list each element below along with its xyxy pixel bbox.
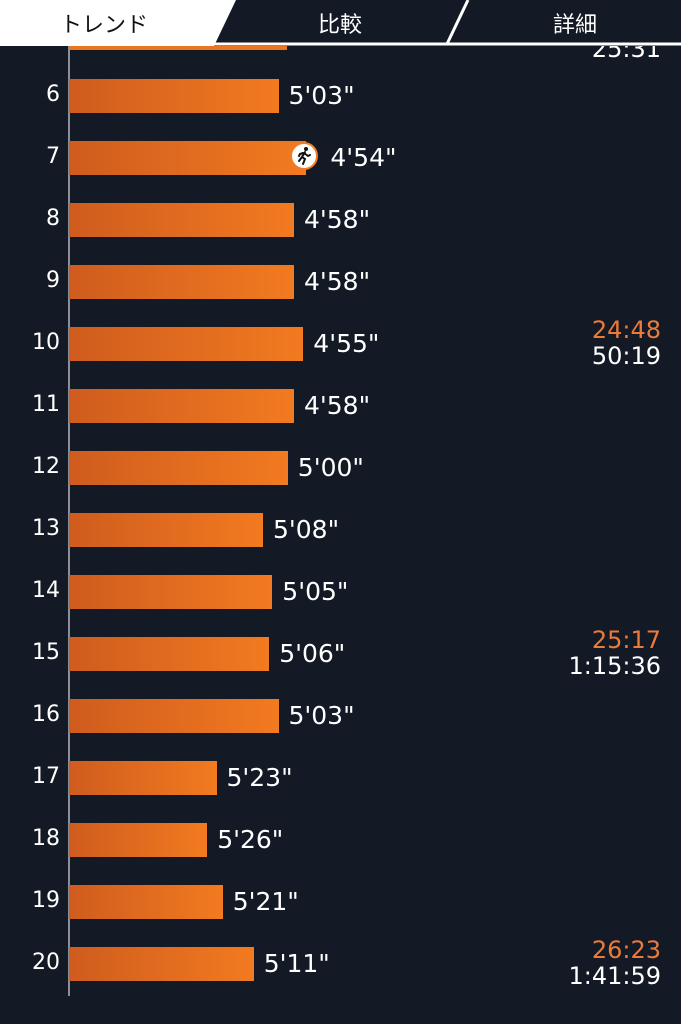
pace-bar	[69, 947, 254, 981]
lap-number: 10	[32, 330, 60, 355]
pace-label: 5'23"	[226, 763, 293, 792]
split-time: 24:48	[591, 316, 661, 344]
split-time: 26:23	[591, 936, 661, 964]
pace-bar	[69, 79, 279, 113]
pace-bar	[69, 823, 208, 857]
pace-label: 4'54"	[330, 143, 397, 172]
pace-bar	[69, 575, 273, 609]
lap-number: 8	[46, 206, 60, 231]
tab-bar	[0, 0, 681, 46]
pace-label: 5'03"	[288, 701, 355, 730]
split-time: 25:17	[591, 626, 661, 654]
pace-label: 4'58"	[304, 391, 371, 420]
lap-number: 9	[46, 268, 60, 293]
tab[interactable]: トレンド	[60, 13, 149, 38]
lap-number: 11	[32, 392, 60, 417]
split-block: 25:17 1:15:36	[568, 627, 661, 679]
pace-bar	[69, 389, 294, 423]
pace-label: 5'26"	[217, 825, 284, 854]
pace-label: 4'58"	[304, 205, 371, 234]
lap-number: 20	[32, 950, 60, 975]
lap-number: 17	[32, 764, 60, 789]
total-time: 50:19	[591, 342, 661, 370]
lap-number: 12	[32, 454, 60, 479]
lap-number: 15	[32, 640, 60, 665]
pace-bar	[69, 513, 263, 547]
split-block: 24:48 50:19	[592, 317, 661, 369]
total-time: 1:15:36	[568, 652, 661, 680]
pace-label: 5'08"	[273, 515, 340, 544]
lap-number: 14	[32, 578, 60, 603]
lap-number: 13	[32, 516, 60, 541]
pace-label: 5'03"	[288, 81, 355, 110]
lap-number: 6	[46, 82, 60, 107]
pace-label: 5'21"	[232, 887, 299, 916]
tab[interactable]: 詳細	[553, 13, 598, 38]
lap-number: 18	[32, 826, 60, 851]
pace-bar	[69, 203, 294, 237]
lap-number: 7	[46, 144, 60, 169]
tab-active[interactable]	[0, 0, 236, 46]
pace-label: 4'58"	[304, 267, 371, 296]
pace-bar	[69, 637, 270, 671]
pace-bar	[69, 761, 217, 795]
pace-bar	[69, 265, 294, 299]
pace-label: 5'11"	[263, 949, 330, 978]
pace-bar	[69, 885, 223, 919]
total-time: 1:41:59	[568, 962, 661, 990]
runner-icon	[298, 147, 312, 165]
lap-number: 16	[32, 702, 60, 727]
pace-label: 5'00"	[297, 453, 364, 482]
tab-divider	[445, 0, 470, 45]
tab[interactable]: 比較	[318, 13, 363, 38]
pace-bar	[69, 141, 307, 175]
pace-label: 5'05"	[282, 577, 349, 606]
pace-bar	[69, 327, 304, 361]
pace-bar	[69, 699, 279, 733]
pace-label: 4'55"	[313, 329, 380, 358]
lap-number: 19	[32, 888, 60, 913]
pace-label: 5'06"	[279, 639, 346, 668]
fastest-icon	[290, 142, 319, 170]
pace-bar	[69, 451, 288, 485]
split-block: 26:23 1:41:59	[568, 937, 661, 989]
